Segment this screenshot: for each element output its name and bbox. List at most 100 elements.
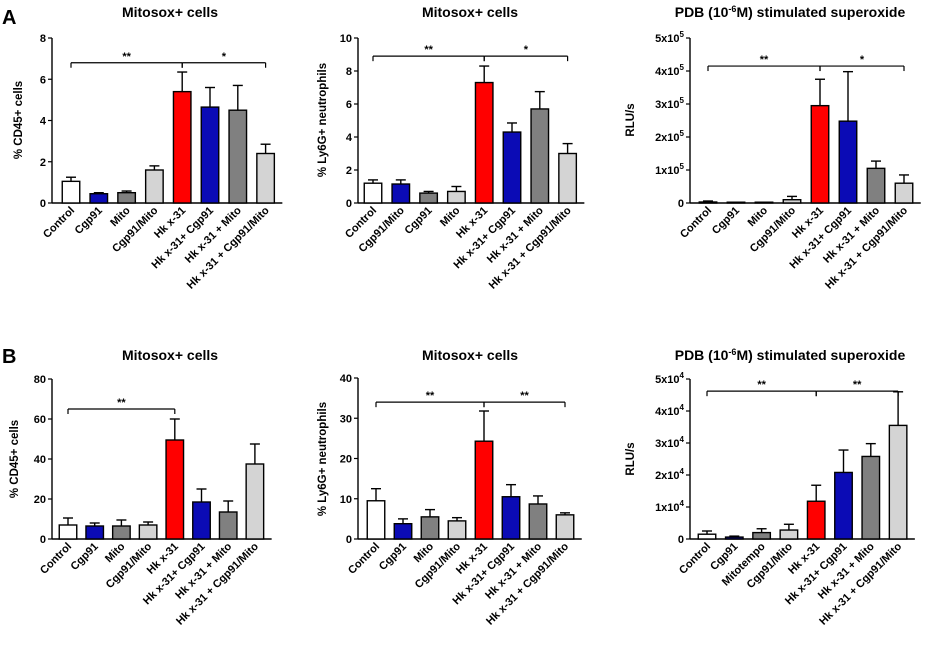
- y-tick-label: 4x104: [655, 403, 684, 418]
- chart-title: Mitosox+ cells: [122, 347, 218, 363]
- significance-label: **: [853, 379, 862, 391]
- bar: [58, 524, 78, 540]
- y-tick-label: 4x105: [655, 63, 684, 78]
- y-tick-label-exponent: 4: [680, 435, 685, 444]
- bar: [172, 90, 192, 204]
- y-tick-label-base: 2x10: [655, 132, 679, 144]
- bar: [810, 104, 830, 204]
- bar: [447, 520, 467, 540]
- y-tick-label: 1x104: [655, 499, 684, 514]
- y-tick-label-base: 3x10: [655, 99, 679, 111]
- bar: [228, 109, 248, 204]
- y-tick-label-base: 1x10: [655, 502, 679, 514]
- x-tick-label: Cgp91: [73, 205, 105, 237]
- y-tick-label-exponent: 5: [680, 162, 685, 171]
- bar: [366, 500, 386, 540]
- x-tick-label: Control: [38, 541, 74, 577]
- y-tick-label: 20: [34, 494, 46, 506]
- y-tick-label: 8: [346, 66, 352, 78]
- bar: [724, 536, 744, 540]
- bar: [245, 463, 265, 540]
- significance-label: *: [860, 54, 865, 66]
- title-end: M) stimulated superoxide: [736, 347, 905, 363]
- x-tick-label: Mito: [746, 204, 771, 229]
- bar: [752, 531, 772, 540]
- x-tick-label: Mito: [108, 204, 133, 229]
- panel-label-b: B: [2, 346, 16, 368]
- bar: [420, 516, 440, 540]
- bar: [782, 198, 802, 204]
- y-tick-label: 0: [40, 534, 46, 546]
- y-tick-label: 10: [340, 33, 352, 45]
- chart-title: PDB (10-6M) stimulated superoxide: [675, 347, 906, 363]
- significance-label: *: [222, 51, 227, 63]
- chart-a3-pdb-superoxide: PDB (10-6M) stimulated superoxide RLU/s …: [625, 4, 921, 292]
- x-tick-label: Control: [678, 205, 714, 241]
- chart-b1-mitosox-cd45: Mitosox+ cells % CD45+ cells 0 20 40 60 80 Co…: [9, 347, 272, 628]
- bar: [754, 201, 774, 204]
- y-tick-label: 3x105: [655, 96, 684, 111]
- y-tick-label: 40: [34, 454, 46, 466]
- y-tick-label-base: 5x10: [655, 374, 679, 386]
- y-tick-label: 40: [340, 373, 352, 385]
- y-axis-label: % CD45+ cells: [13, 81, 25, 159]
- chart-b2-mitosox-ly6g: Mitosox+ cells % Ly6G+ neutrophils 0 10 20…: [317, 347, 582, 628]
- significance-label: **: [424, 44, 433, 56]
- y-tick-label-base: 2x10: [655, 470, 679, 482]
- y-tick-label: 3x104: [655, 435, 684, 450]
- y-tick-label-exponent: 5: [680, 96, 685, 105]
- y-tick-label: 20: [340, 454, 352, 466]
- y-tick-label: 4: [346, 132, 353, 144]
- bar: [530, 108, 550, 204]
- title-main: PDB (10: [675, 347, 729, 363]
- bar: [894, 182, 914, 204]
- y-tick-label: 0: [678, 534, 684, 546]
- bar: [89, 193, 109, 204]
- y-tick-label: 2x105: [655, 129, 684, 144]
- y-tick-label: 60: [34, 414, 46, 426]
- bar: [419, 192, 439, 204]
- bar: [838, 120, 858, 204]
- y-tick-label-base: 1x10: [655, 165, 679, 177]
- bar: [61, 180, 81, 204]
- x-tick-label: Control: [677, 541, 713, 577]
- bar: [866, 167, 886, 204]
- bar: [446, 190, 466, 204]
- y-tick-label-exponent: 4: [680, 403, 685, 412]
- y-tick-label-exponent: 4: [680, 499, 685, 508]
- bar: [888, 424, 908, 540]
- y-tick-label: 0: [346, 534, 352, 546]
- y-tick-label: 6: [40, 74, 46, 86]
- bar: [393, 523, 413, 540]
- x-tick-label: Cgp91: [710, 205, 742, 237]
- bar: [726, 201, 746, 204]
- y-tick-label: 6: [346, 99, 352, 111]
- bar: [861, 455, 881, 540]
- y-tick-label: 2: [346, 165, 352, 177]
- bar: [474, 440, 494, 540]
- y-tick-label: 0: [678, 198, 684, 210]
- chart-title: Mitosox+ cells: [422, 347, 518, 363]
- bar: [391, 183, 411, 204]
- chart-a2-mitosox-ly6g: Mitosox+ cells % Ly6G+ neutrophils 0 2 4 6 8…: [317, 4, 585, 292]
- y-tick-label: 1x105: [655, 162, 684, 177]
- bar: [698, 201, 718, 204]
- chart-title: Mitosox+ cells: [422, 4, 518, 20]
- chart-a1-mitosox-cd45: Mitosox+ cells % CD45+ cells 0 2 4 6 8 Contro…: [13, 4, 283, 292]
- title-superscript: -6: [728, 347, 736, 357]
- bar: [117, 191, 137, 204]
- chart-b3-pdb-superoxide: PDB (10-6M) stimulated superoxide RLU/s …: [625, 347, 915, 628]
- y-tick-label-base: 4x10: [655, 66, 679, 78]
- y-tick-label-base: 5x10: [655, 33, 679, 45]
- x-tick-label: Cgp91: [402, 205, 434, 237]
- bar: [528, 503, 548, 540]
- bar: [165, 439, 185, 540]
- chart-title: PDB (10-6M) stimulated superoxide: [675, 4, 906, 20]
- y-tick-label: 2: [40, 157, 46, 169]
- significance-label: **: [426, 390, 435, 402]
- significance-label: **: [760, 54, 769, 66]
- y-tick-label: 4: [40, 116, 47, 128]
- y-tick-label: 8: [40, 33, 46, 45]
- significance-label: *: [524, 44, 529, 56]
- bar: [697, 533, 717, 540]
